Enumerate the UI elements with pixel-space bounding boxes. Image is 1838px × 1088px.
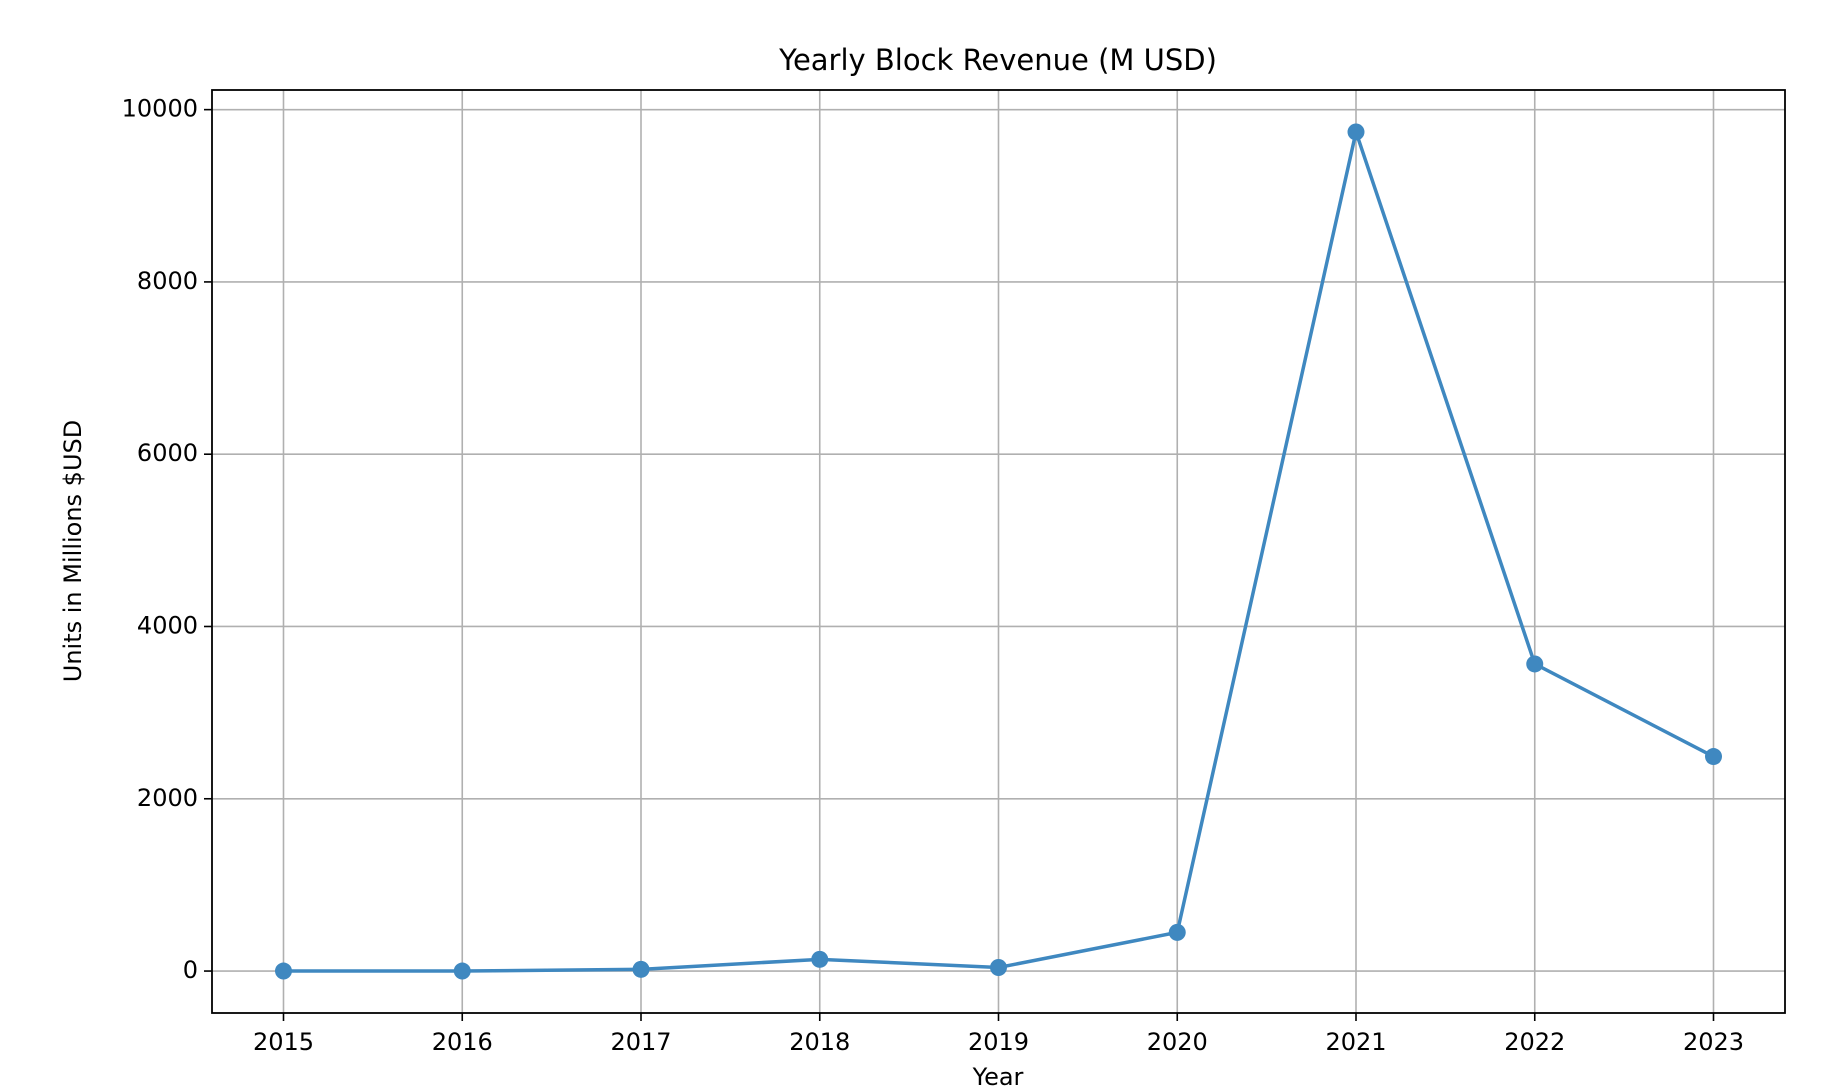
marker <box>275 962 292 980</box>
y-tick-label: 10000 <box>122 95 198 123</box>
x-tick-label: 2016 <box>432 1028 493 1056</box>
x-tick-label: 2017 <box>610 1028 671 1056</box>
marker <box>1526 655 1544 673</box>
marker <box>632 960 650 978</box>
marker <box>1168 923 1186 941</box>
chart-title: Yearly Block Revenue (M USD) <box>778 43 1217 77</box>
marker <box>453 962 471 980</box>
y-tick-label: 6000 <box>137 439 198 467</box>
y-tick-label: 2000 <box>137 784 198 812</box>
x-tick-label: 2022 <box>1504 1028 1565 1056</box>
marker <box>811 950 829 968</box>
x-tick-label: 2021 <box>1325 1028 1386 1056</box>
y-tick-label: 0 <box>183 956 198 984</box>
marker <box>990 959 1007 977</box>
x-tick-label: 2019 <box>968 1028 1029 1056</box>
y-tick-label: 4000 <box>137 611 198 639</box>
x-tick-label: 2015 <box>253 1028 314 1056</box>
plot-frame <box>211 89 1786 1014</box>
marker <box>1347 123 1365 141</box>
marker <box>1705 748 1722 766</box>
x-tick-label: 2018 <box>789 1028 850 1056</box>
x-axis-label: Year <box>972 1063 1024 1088</box>
x-tick-label: 2023 <box>1683 1028 1744 1056</box>
y-tick-label: 8000 <box>137 267 198 295</box>
x-tick-label: 2020 <box>1147 1028 1208 1056</box>
y-axis-label: Units in Millions $USD <box>59 420 87 682</box>
